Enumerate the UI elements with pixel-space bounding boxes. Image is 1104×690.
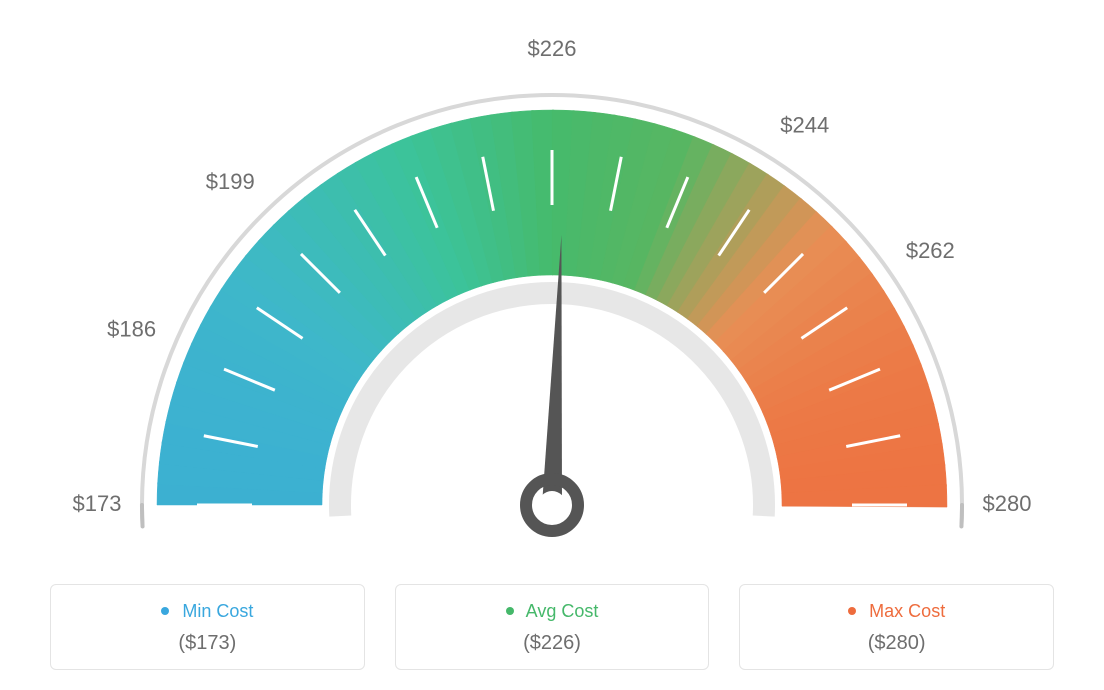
- legend-value-min: ($173): [61, 632, 354, 655]
- dot-max-icon: [848, 607, 856, 615]
- legend-label-avg: Avg Cost: [526, 601, 599, 621]
- legend-card-max: Max Cost ($280): [739, 584, 1054, 670]
- dot-min-icon: [161, 607, 169, 615]
- legend-value-max: ($280): [750, 632, 1043, 655]
- legend-card-avg: Avg Cost ($226): [395, 584, 710, 670]
- cost-gauge: $173 $186 $199 $226 $244 $262 $280: [0, 0, 1104, 560]
- legend-row: Min Cost ($173) Avg Cost ($226) Max Cost…: [50, 584, 1054, 670]
- svg-text:$173: $173: [73, 491, 122, 516]
- svg-text:$280: $280: [983, 491, 1032, 516]
- svg-text:$226: $226: [528, 36, 577, 61]
- legend-label-max: Max Cost: [869, 601, 945, 621]
- svg-text:$244: $244: [780, 112, 829, 137]
- dot-avg-icon: [506, 607, 514, 615]
- legend-label-min: Min Cost: [182, 601, 253, 621]
- svg-text:$186: $186: [107, 317, 156, 342]
- svg-text:$199: $199: [206, 169, 255, 194]
- legend-value-avg: ($226): [406, 632, 699, 655]
- legend-card-min: Min Cost ($173): [50, 584, 365, 670]
- svg-text:$262: $262: [906, 238, 955, 263]
